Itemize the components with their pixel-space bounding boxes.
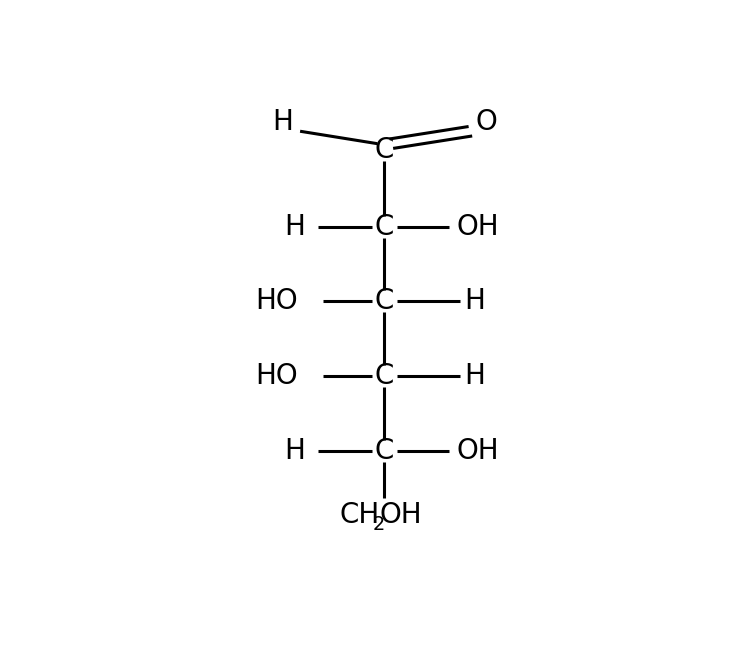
Text: H: H	[284, 213, 304, 241]
Text: 2: 2	[372, 515, 385, 534]
Text: H: H	[464, 287, 485, 315]
Text: H: H	[464, 362, 485, 390]
Text: HO: HO	[256, 287, 298, 315]
Text: C: C	[375, 287, 394, 315]
Text: C: C	[375, 437, 394, 464]
Text: CH: CH	[340, 501, 380, 529]
Text: HO: HO	[256, 362, 298, 390]
Text: C: C	[375, 136, 394, 163]
Text: C: C	[375, 213, 394, 241]
Text: O: O	[476, 109, 497, 136]
Text: OH: OH	[456, 213, 499, 241]
Text: H: H	[272, 109, 293, 136]
Text: C: C	[375, 362, 394, 390]
Text: H: H	[284, 437, 304, 464]
Text: OH: OH	[380, 501, 422, 529]
Text: OH: OH	[456, 437, 499, 464]
